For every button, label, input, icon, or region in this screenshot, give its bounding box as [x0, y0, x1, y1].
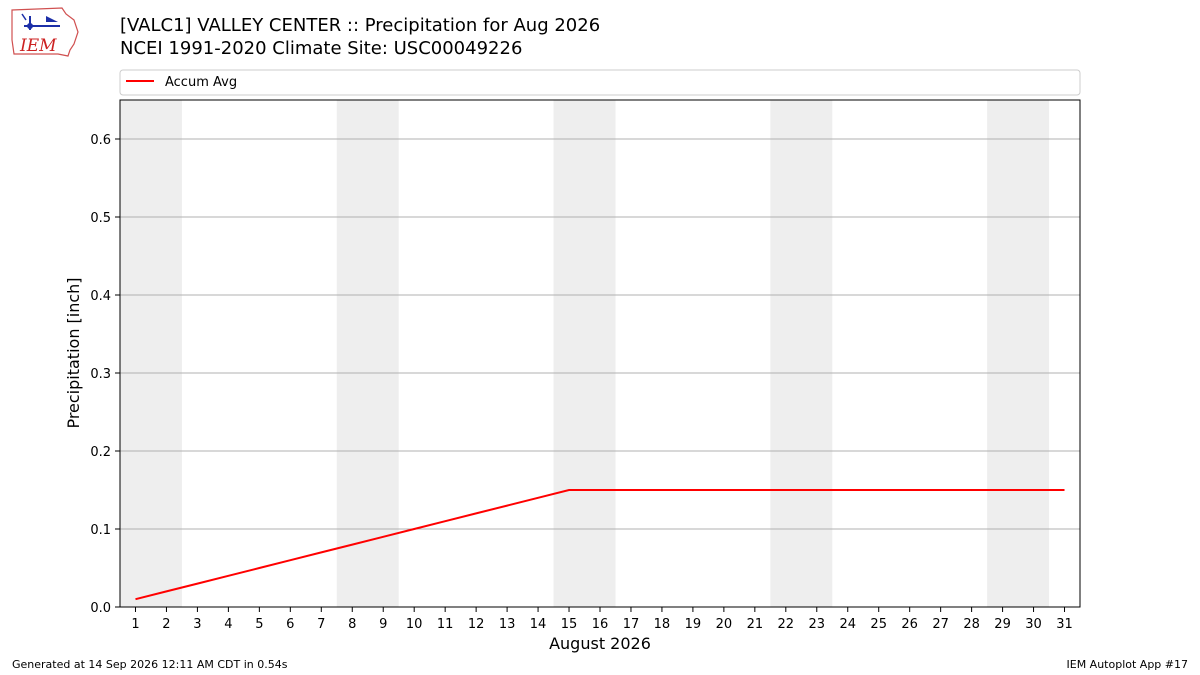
- weekend-band-2: [553, 100, 616, 607]
- x-tick-label: 8: [348, 617, 356, 632]
- weekend-bands: [120, 100, 1050, 607]
- grid-lines: [120, 138, 1080, 530]
- weekend-band-4: [987, 100, 1050, 607]
- weekend-band-1: [336, 100, 399, 607]
- series-layer: [135, 489, 1065, 601]
- x-tick-label: 1: [131, 617, 139, 632]
- x-tick-label: 24: [839, 617, 856, 632]
- y-tick-label: 0.3: [90, 367, 111, 382]
- y-tick-label: 0.0: [90, 601, 111, 616]
- y-axis-label: Precipitation [inch]: [64, 277, 83, 428]
- x-axis-label: August 2026: [549, 634, 651, 653]
- x-tick-label: 4: [224, 617, 232, 632]
- x-tick-label: 5: [255, 617, 263, 632]
- x-tick-label: 10: [406, 617, 423, 632]
- y-tick-label: 0.6: [90, 133, 111, 148]
- x-tick-label: 16: [592, 617, 609, 632]
- x-tick-label: 7: [317, 617, 325, 632]
- weekend-band-0: [120, 100, 182, 607]
- x-tick-label: 2: [162, 617, 170, 632]
- x-tick-label: 29: [994, 617, 1011, 632]
- x-tick-label: 15: [561, 617, 578, 632]
- x-tick-label: 12: [468, 617, 485, 632]
- footer-generated-text: Generated at 14 Sep 2026 12:11 AM CDT in…: [12, 658, 288, 671]
- x-tick-label: 17: [623, 617, 640, 632]
- x-tick-label: 27: [932, 617, 949, 632]
- x-tick-label: 25: [870, 617, 887, 632]
- x-tick-label: 30: [1025, 617, 1042, 632]
- legend: Accum Avg: [119, 69, 1081, 96]
- y-tick-label: 0.4: [90, 289, 111, 304]
- y-axis-ticks: 0.0 0.1 0.2 0.3 0.4 0.5 0.6: [90, 133, 120, 616]
- x-tick-label: 23: [809, 617, 826, 632]
- x-tick-label: 26: [901, 617, 918, 632]
- series-line-accum-avg: [135, 489, 1065, 601]
- x-tick-label: 20: [716, 617, 733, 632]
- iem-logo: IEM: [11, 7, 79, 57]
- x-tick-label: 21: [747, 617, 764, 632]
- x-axis-ticks: 1 2 3 4 5 6 7 8 9 10 11 12 13 14 15 16 17 18 19 20 21 22 23 24 2…: [131, 607, 1073, 632]
- x-tick-label: 22: [778, 617, 795, 632]
- chart-subtitle: NCEI 1991-2020 Climate Site: USC00049226: [120, 38, 522, 59]
- x-tick-label: 31: [1056, 617, 1073, 632]
- x-tick-label: 9: [379, 617, 387, 632]
- x-tick-label: 13: [499, 617, 516, 632]
- x-tick-label: 19: [685, 617, 702, 632]
- legend-box: [119, 69, 1081, 96]
- footer-app-text: IEM Autoplot App #17: [1067, 658, 1189, 671]
- y-tick-label: 0.5: [90, 211, 111, 226]
- x-tick-label: 28: [963, 617, 980, 632]
- x-tick-label: 3: [193, 617, 201, 632]
- y-tick-label: 0.2: [90, 445, 111, 460]
- logo-text: IEM: [19, 36, 57, 56]
- x-tick-label: 6: [286, 617, 294, 632]
- y-tick-label: 0.1: [90, 523, 111, 538]
- x-tick-label: 14: [530, 617, 547, 632]
- weekend-band-3: [770, 100, 833, 607]
- x-tick-label: 18: [654, 617, 671, 632]
- chart-title: [VALC1] VALLEY CENTER :: Precipitation f…: [120, 15, 600, 36]
- legend-label-accum-avg: Accum Avg: [165, 75, 237, 90]
- x-tick-label: 11: [437, 617, 454, 632]
